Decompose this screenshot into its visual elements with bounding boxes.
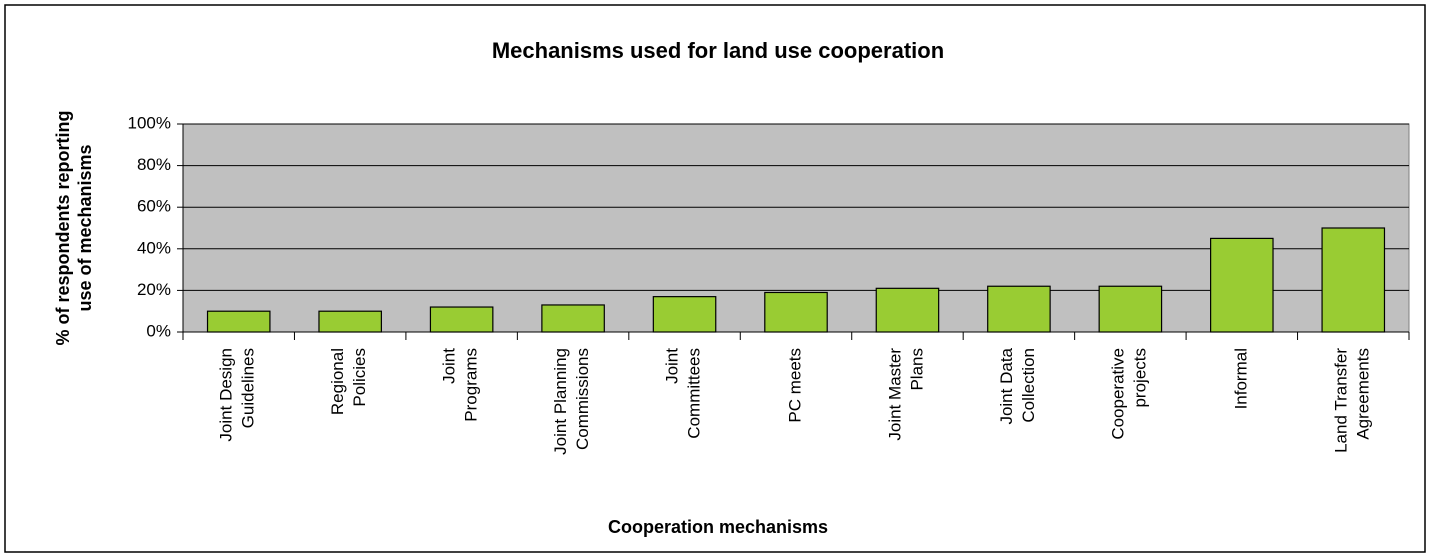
y-tick-label: 60% [137, 197, 171, 216]
bar [1098, 285, 1163, 333]
x-tick-label: Joint Planning Commissions [552, 348, 593, 455]
chart-title: Mechanisms used for land use cooperation [492, 38, 944, 63]
y-axis-label: % of respondents reporting use of mechani… [53, 110, 95, 345]
x-tick-label: Joint Committees [663, 348, 704, 439]
bar [987, 285, 1051, 333]
x-tick-label: Land Transfer Agreements [1332, 348, 1373, 453]
bar [429, 306, 494, 333]
x-tick-label: PC meets [785, 348, 804, 423]
x-tick-label: Joint Programs [440, 348, 481, 422]
y-tick-label: 80% [137, 155, 171, 174]
bar [764, 291, 828, 333]
bar [652, 296, 717, 333]
bar [1210, 237, 1274, 333]
x-tick-label: Cooperative projects [1109, 348, 1150, 440]
x-tick-label: Joint Data Collection [997, 347, 1038, 424]
bar [875, 287, 940, 333]
bar [206, 310, 271, 333]
bar [1321, 227, 1386, 333]
y-tick-label: 40% [137, 238, 171, 257]
x-tick-label: Regional Policies [329, 348, 370, 415]
y-tick-label: 20% [137, 280, 171, 299]
bar [541, 304, 605, 333]
x-tick-label: Joint Design Guidelines [217, 348, 258, 442]
y-tick-label: 100% [128, 113, 171, 132]
x-tick-label: Informal [1231, 348, 1250, 409]
x-axis-label: Cooperation mechanisms [608, 517, 828, 537]
x-tick-label: Joint Master Plans [886, 348, 927, 441]
y-tick-label: 0% [146, 321, 171, 340]
bar [318, 310, 382, 333]
